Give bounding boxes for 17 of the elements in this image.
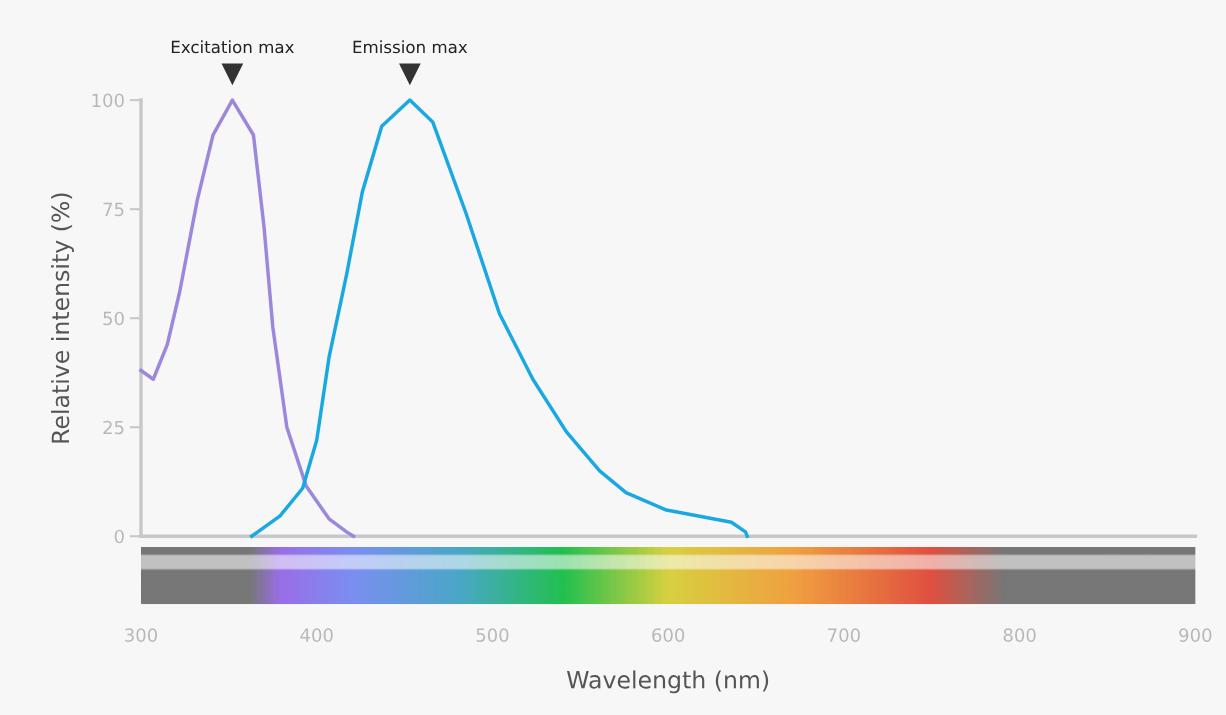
y-tick-label: 50 [103, 311, 124, 326]
y-tick-label: 100 [92, 93, 124, 108]
y-tick-label: 25 [103, 420, 124, 435]
y-axis-title: Relative intensity (%) [51, 193, 74, 443]
x-tick-label: 300 [125, 628, 158, 642]
y-tick-label: 75 [103, 202, 124, 217]
x-tick-label: 600 [652, 628, 685, 642]
annotation: Excitation max [171, 40, 294, 54]
x-tick-label: 700 [828, 628, 860, 642]
x-tick-label: 900 [1179, 628, 1212, 642]
x-tick-label: 800 [1003, 628, 1036, 642]
x-tick-label: 500 [476, 628, 509, 642]
line-series [249, 98, 749, 538]
annotation: Emission max [353, 40, 468, 54]
y-tick-label: 0 [114, 529, 124, 544]
x-axis-title: Wavelength (nm) [566, 670, 769, 694]
x-tick-label: 400 [300, 628, 333, 642]
